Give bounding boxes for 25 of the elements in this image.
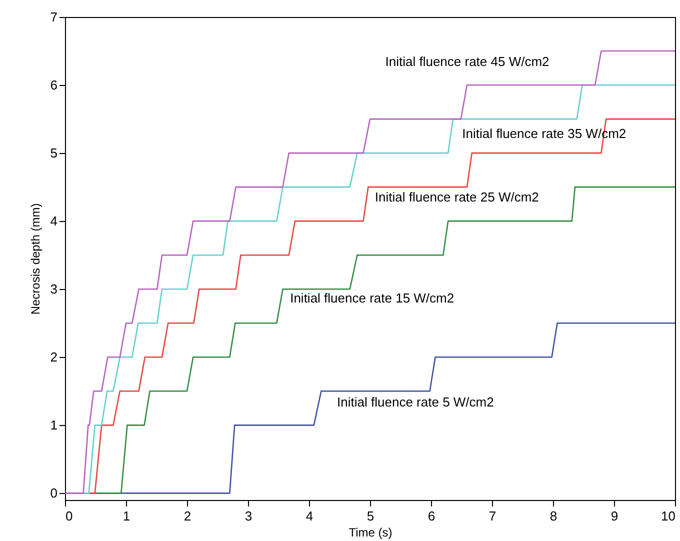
series-label: Initial fluence rate 25 W/cm2 — [374, 189, 539, 204]
y-tick-label: 0 — [50, 486, 58, 501]
x-tick-label: 6 — [428, 508, 436, 524]
x-tick-label: 9 — [610, 508, 618, 524]
y-tick-label: 5 — [50, 146, 58, 161]
x-axis-title: Time (s) — [348, 526, 392, 540]
y-tick-label: 2 — [50, 350, 58, 365]
y-tick-label: 4 — [50, 214, 58, 229]
x-tick-label: 5 — [366, 508, 374, 524]
y-tick-label: 7 — [50, 10, 58, 24]
series-label: Initial fluence rate 15 W/cm2 — [290, 290, 454, 306]
x-tick-label: 0 — [66, 508, 73, 524]
y-axis-title: Necrosis depth (mm) — [28, 203, 42, 315]
y-tick-label: 3 — [50, 282, 58, 297]
y-tick-label: 1 — [50, 418, 58, 433]
series-label: Initial fluence rate 5 W/cm2 — [337, 394, 494, 410]
y-tick-label: 6 — [50, 78, 58, 93]
x-tick-label: 4 — [306, 508, 314, 524]
x-tick-label: 1 — [122, 508, 130, 524]
x-tick-label: 3 — [244, 508, 252, 524]
x-tick-label: 8 — [550, 508, 558, 524]
x-tick-label: 2 — [184, 508, 192, 524]
x-tick-label: 7 — [488, 508, 496, 524]
series-label: Initial fluence rate 45 W/cm2 — [385, 54, 550, 69]
x-tick-label: 10 — [661, 508, 676, 524]
